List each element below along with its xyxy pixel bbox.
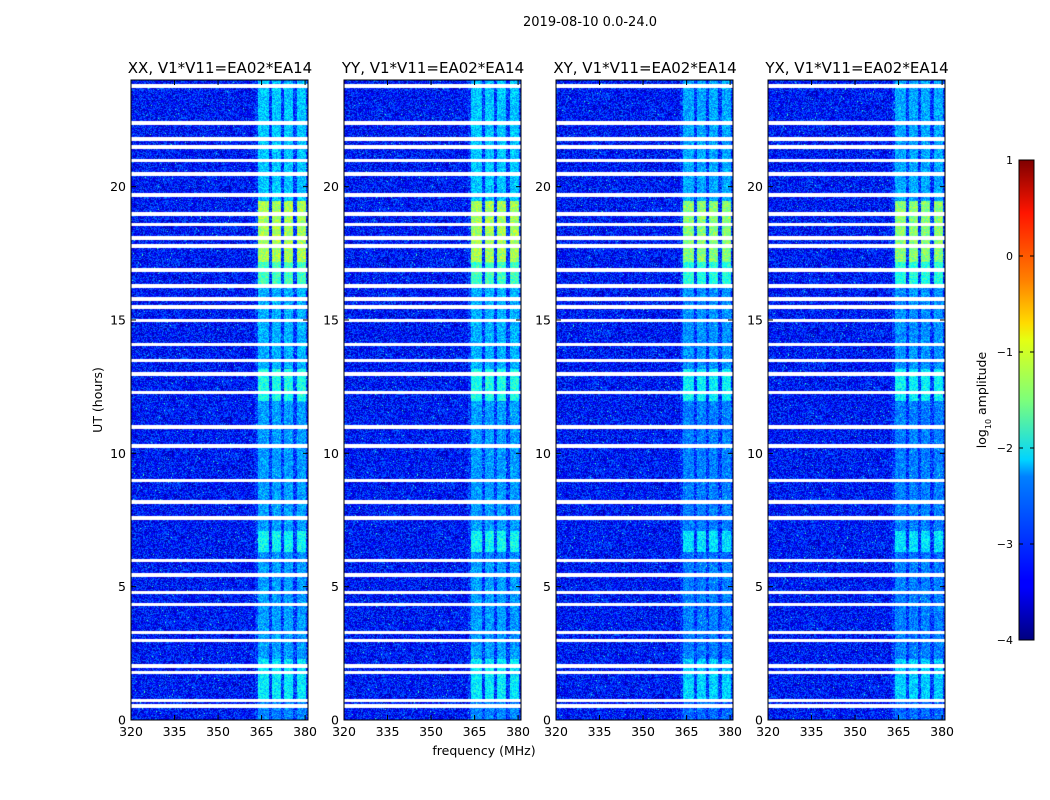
x-tick-label: 335: [800, 724, 824, 739]
colorbar-label-suffix: amplitude: [974, 351, 989, 418]
y-tick-label: 5: [755, 579, 763, 594]
x-axis-label: frequency (MHz): [432, 743, 535, 758]
panel-title: YY, V1*V11=EA02*EA14: [341, 59, 524, 77]
axes-frame: [130, 79, 309, 721]
y-tick-label: 20: [110, 179, 126, 194]
x-tick-label: 365: [250, 724, 274, 739]
heatmap-image: [556, 80, 733, 720]
colorbar-tick-label: −4: [997, 634, 1013, 647]
x-tick-label: 320: [756, 724, 780, 739]
x-tick-label: 380: [718, 724, 742, 739]
colorbar-tick-label: 1: [1006, 154, 1013, 167]
y-tick-label: 15: [110, 313, 126, 328]
y-tick-label: 10: [110, 446, 126, 461]
x-tick-label: 320: [119, 724, 143, 739]
x-tick-label: 350: [419, 724, 443, 739]
y-tick-label: 5: [118, 579, 126, 594]
figure-title: 2019-08-10 0.0-24.0: [523, 15, 657, 30]
x-tick-label: 350: [206, 724, 230, 739]
x-tick-label: 380: [930, 724, 954, 739]
axes-frame: [343, 79, 522, 721]
y-tick-label: 0: [331, 713, 339, 728]
colorbar-tick-label: −1: [997, 346, 1013, 359]
x-tick-label: 350: [631, 724, 655, 739]
panel-xy: XY, V1*V11=EA02*EA14 320 335 350 365 380 0 5 10…: [535, 59, 742, 739]
x-tick-label: 365: [675, 724, 699, 739]
panel-title: XX, V1*V11=EA02*EA14: [128, 59, 312, 77]
x-tick-label: 335: [588, 724, 612, 739]
y-tick-label: 10: [747, 446, 763, 461]
panel-title: XY, V1*V11=EA02*EA14: [553, 59, 736, 77]
x-tick-label: 320: [544, 724, 568, 739]
colorbar-label-sub: 10: [984, 419, 993, 429]
panel-yy: YY, V1*V11=EA02*EA14 320 335 350 365 380 0 5 10…: [323, 59, 530, 739]
y-tick-label: 10: [323, 446, 339, 461]
axes-frame: [767, 79, 946, 721]
x-tick-label: 335: [163, 724, 187, 739]
colorbar-gradient: [1018, 159, 1035, 641]
y-tick-label: 0: [118, 713, 126, 728]
colorbar-tick-label: 0: [1006, 250, 1013, 263]
heatmap-image: [768, 80, 945, 720]
heatmap-image: [131, 80, 308, 720]
heatmap-image: [344, 80, 521, 720]
y-tick-label: 10: [535, 446, 551, 461]
colorbar: log10 amplitude −4 −3 −2 −1 0 1: [974, 154, 1035, 647]
panel-title: YX, V1*V11=EA02*EA14: [764, 59, 948, 77]
axes-frame: [555, 79, 734, 721]
y-tick-label: 0: [543, 713, 551, 728]
y-tick-label: 5: [331, 579, 339, 594]
y-tick-label: 15: [323, 313, 339, 328]
colorbar-tick-label: −3: [997, 538, 1013, 551]
x-tick-label: 320: [332, 724, 356, 739]
panel-yx: YX, V1*V11=EA02*EA14 320 335 350 365 380 0 5 10…: [747, 59, 954, 739]
x-tick-label: 380: [506, 724, 530, 739]
colorbar-tick-label: −2: [997, 442, 1013, 455]
y-tick-label: 20: [535, 179, 551, 194]
colorbar-label-prefix: log: [974, 429, 989, 448]
x-tick-label: 380: [293, 724, 317, 739]
x-tick-label: 335: [376, 724, 400, 739]
panel-xx: XX, V1*V11=EA02*EA14 320 335 350 365 380 0 5 10…: [110, 59, 317, 739]
y-tick-label: 5: [543, 579, 551, 594]
y-tick-label: 20: [747, 179, 763, 194]
y-axis-label: UT (hours): [90, 367, 105, 433]
y-tick-label: 15: [535, 313, 551, 328]
y-tick-label: 20: [323, 179, 339, 194]
colorbar-label: log10 amplitude: [974, 351, 993, 448]
x-tick-label: 365: [887, 724, 911, 739]
y-tick-label: 0: [755, 713, 763, 728]
y-tick-label: 15: [747, 313, 763, 328]
colorbar-ticks: −4 −3 −2 −1 0 1: [997, 154, 1034, 647]
x-tick-label: 365: [463, 724, 487, 739]
x-tick-label: 350: [843, 724, 867, 739]
